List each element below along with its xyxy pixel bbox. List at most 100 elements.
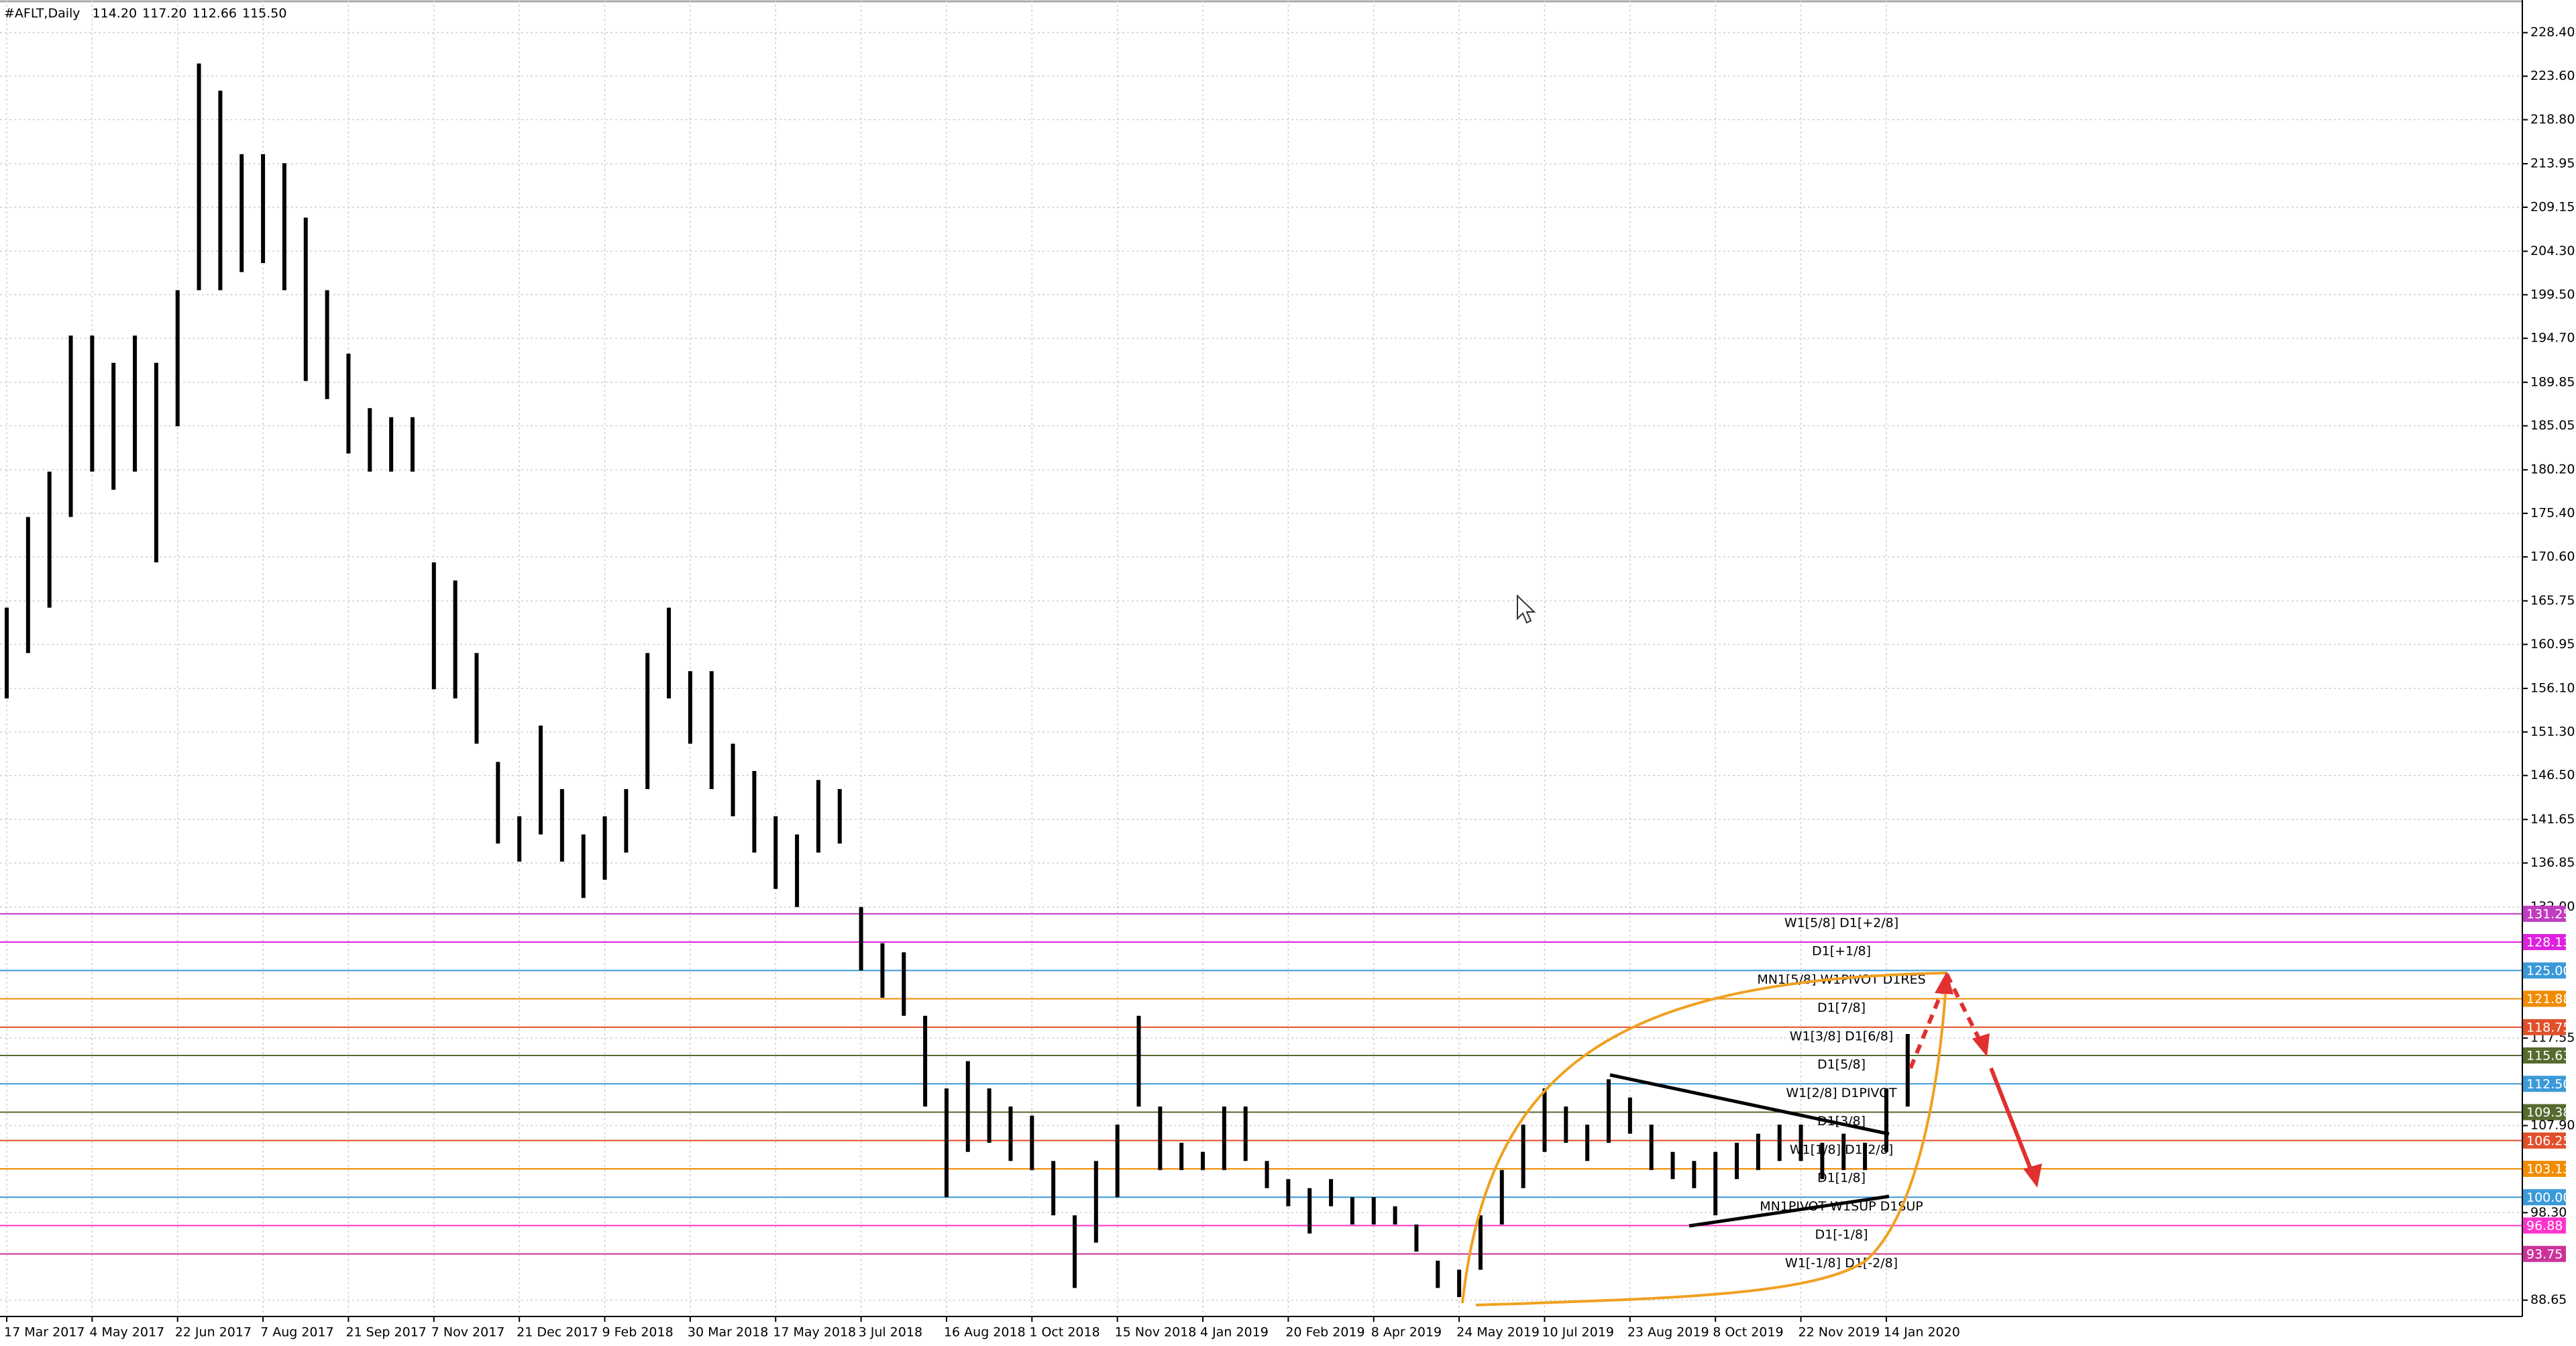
arrow-head <box>1935 972 1953 994</box>
trend-line-upper <box>1609 1073 1890 1136</box>
x-tick-label: 22 Jun 2017 <box>175 1325 252 1340</box>
level-label: D1[5/8] <box>1817 1057 1866 1072</box>
level-label: W1[2/8] D1PIVOT <box>1786 1086 1897 1100</box>
curve-outer <box>1461 972 1947 1304</box>
x-tick-label: 16 Aug 2018 <box>944 1325 1026 1340</box>
ohlc-value: 112.66 <box>193 6 237 21</box>
x-tick-label: 17 Mar 2017 <box>4 1325 85 1340</box>
y-tick-label: 107.90 <box>2530 1118 2575 1133</box>
price-box-label: 103.13 <box>2526 1161 2571 1176</box>
y-tick-label: 185.05 <box>2530 418 2575 433</box>
y-tick-label: 189.85 <box>2530 374 2575 389</box>
price-box-label: 109.38 <box>2526 1105 2571 1120</box>
y-tick-label: 180.20 <box>2530 462 2575 477</box>
y-tick-label: 170.60 <box>2530 549 2575 564</box>
price-box <box>2523 1189 2566 1206</box>
y-tick-label: 218.80 <box>2530 112 2575 127</box>
curve-inner <box>1475 972 1948 1306</box>
y-tick-label: 204.30 <box>2530 244 2575 258</box>
x-tick-label: 22 Nov 2019 <box>1799 1325 1880 1340</box>
y-tick-label: 156.10 <box>2530 680 2575 695</box>
arrow-head <box>2023 1163 2042 1188</box>
chart-header: #AFLT,Daily 114.20 117.20 112.66 115.50 <box>4 6 286 21</box>
price-box-label: 100.00 <box>2526 1190 2571 1205</box>
y-tick-label: 151.30 <box>2530 724 2575 739</box>
price-box <box>2523 1132 2566 1149</box>
y-tick-label: 141.65 <box>2530 812 2575 827</box>
x-tick-label: 15 Nov 2018 <box>1115 1325 1197 1340</box>
y-tick-label: 194.70 <box>2530 331 2575 346</box>
x-tick-label: 4 May 2017 <box>89 1325 164 1340</box>
price-box-label: 115.63 <box>2526 1049 2571 1064</box>
price-box <box>2523 1019 2566 1035</box>
level-label: D1[-1/8] <box>1815 1227 1868 1242</box>
price-box <box>2523 1047 2566 1064</box>
price-box-label: 118.75 <box>2526 1020 2571 1035</box>
price-box <box>2523 934 2566 951</box>
x-tick-label: 14 Jan 2020 <box>1884 1325 1960 1340</box>
level-label: W1[5/8] D1[+2/8] <box>1784 915 1898 930</box>
trend-line-lower <box>1688 1194 1890 1228</box>
level-label: D1[7/8] <box>1817 1000 1866 1015</box>
annotations <box>1461 594 2042 1306</box>
level-label: D1[1/8] <box>1817 1170 1866 1185</box>
price-box <box>2523 1245 2566 1262</box>
price-box <box>2523 1160 2566 1177</box>
price-box <box>2523 962 2566 979</box>
y-tick-label: 146.50 <box>2530 768 2575 782</box>
x-tick-label: 4 Jan 2019 <box>1200 1325 1269 1340</box>
mouse-cursor <box>1517 594 1536 624</box>
forecast-down-dashed <box>1945 973 1985 1048</box>
x-tick-label: 20 Feb 2019 <box>1285 1325 1364 1340</box>
price-box <box>2523 1076 2566 1092</box>
level-label: W1[1/8] D1[2/8] <box>1790 1142 1893 1157</box>
levels: W1[5/8] D1[+2/8]D1[+1/8]MN1[5/8] W1PIVOT… <box>0 913 2522 1270</box>
price-bars <box>5 63 1910 1297</box>
price-box-label: 125.00 <box>2526 964 2571 978</box>
forecast-down <box>1989 1067 2035 1176</box>
level-label: W1[3/8] D1[6/8] <box>1790 1029 1893 1043</box>
arrow-head <box>1972 1033 1990 1057</box>
y-tick-label: 199.50 <box>2530 287 2575 302</box>
y-tick-label: 165.75 <box>2530 593 2575 608</box>
ohlc-value: 114.20 <box>93 6 137 21</box>
x-tick-label: 24 May 2019 <box>1456 1325 1540 1340</box>
x-tick-label: 9 Feb 2018 <box>602 1325 674 1340</box>
y-tick-label: 88.65 <box>2530 1292 2567 1307</box>
y-tick-label: 160.95 <box>2530 637 2575 652</box>
ohlc-value: 115.50 <box>242 6 286 21</box>
x-tick-label: 8 Oct 2019 <box>1713 1325 1783 1340</box>
x-tick-label: 30 Mar 2018 <box>688 1325 768 1340</box>
price-box-label: 93.75 <box>2526 1247 2563 1261</box>
price-box <box>2523 1104 2566 1121</box>
y-tick-label: 98.30 <box>2530 1205 2567 1220</box>
x-tick-label: 21 Dec 2017 <box>517 1325 598 1340</box>
y-tick-label: 223.60 <box>2530 68 2575 83</box>
y-tick-label: 209.15 <box>2530 199 2575 214</box>
price-box-label: 96.88 <box>2526 1219 2563 1233</box>
x-tick-label: 7 Nov 2017 <box>431 1325 505 1340</box>
y-tick-label: 136.85 <box>2530 856 2575 870</box>
ohlc-value: 117.20 <box>142 6 186 21</box>
x-tick-label: 3 Jul 2018 <box>859 1325 922 1340</box>
x-tick-label: 17 May 2018 <box>773 1325 856 1340</box>
y-tick-label: 175.40 <box>2530 506 2575 521</box>
price-box-label: 112.50 <box>2526 1077 2571 1092</box>
price-box <box>2523 905 2566 922</box>
x-tick-label: 23 Aug 2019 <box>1627 1325 1709 1340</box>
price-box <box>2523 990 2566 1007</box>
x-tick-label: 7 Aug 2017 <box>260 1325 334 1340</box>
price-box-label: 106.25 <box>2526 1133 2571 1148</box>
price-box-label: 131.25 <box>2526 907 2571 921</box>
axes: 228.40 223.60 218.80 213.95 209.15 204.30 199.… <box>4 25 2575 1339</box>
y-tick-label: 213.95 <box>2530 156 2575 170</box>
x-tick-label: 8 Apr 2019 <box>1371 1325 1442 1340</box>
x-tick-label: 1 Oct 2018 <box>1029 1325 1099 1340</box>
symbol: #AFLT,Daily <box>4 6 80 21</box>
x-tick-label: 10 Jul 2019 <box>1542 1325 1614 1340</box>
price-box-label: 121.88 <box>2526 992 2571 1006</box>
y-tick-label: 228.40 <box>2530 25 2575 40</box>
level-label: D1[+1/8] <box>1812 944 1871 959</box>
